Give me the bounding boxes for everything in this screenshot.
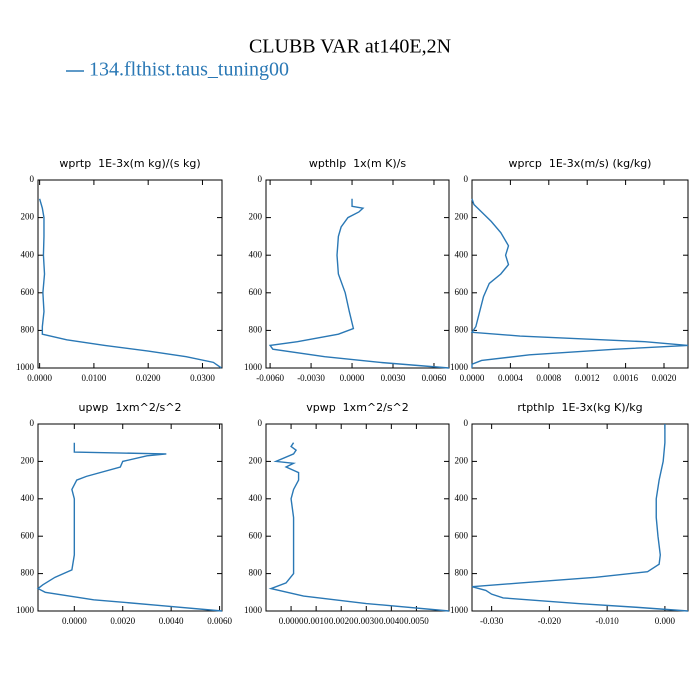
y-tick-label: 0 [258,418,263,428]
x-tick-label: -0.0030 [297,373,325,383]
profile-line [470,198,689,368]
plot-frame [37,179,223,369]
x-tick-label: 0.0060 [207,616,232,626]
x-tick-label: 0.0000 [27,373,52,383]
x-tick-label: 0.0020 [652,373,677,383]
x-tick-label: 0.0020 [110,616,135,626]
y-tick-label: 800 [249,324,263,334]
panel-title: rtpthlp 1E-3x(kg K)/kg [517,401,642,414]
legend-label: 134.flthist.taus_tuning00 [89,59,289,81]
y-tick-label: 400 [249,249,263,259]
y-tick-label: 0 [30,418,35,428]
x-tick-label: -0.010 [596,616,620,626]
y-tick-label: 200 [455,455,469,465]
y-tick-label: 1000 [16,362,35,372]
figure-title: CLUBB VAR at140E,2N [249,36,451,58]
y-tick-label: 200 [455,212,469,222]
profile-line [268,198,450,369]
x-tick-label: 0.0004 [498,373,523,383]
y-tick-label: 0 [258,174,263,184]
profile-line [471,424,689,612]
y-tick-label: 600 [249,287,263,297]
y-tick-label: 600 [455,287,469,297]
plot-frame [471,423,689,612]
y-tick-label: 800 [249,568,263,578]
x-tick-label: 0.0040 [159,616,184,626]
y-tick-label: 200 [21,455,35,465]
y-tick-label: 200 [249,212,263,222]
x-tick-label: 0.0008 [536,373,561,383]
y-tick-label: 400 [249,493,263,503]
x-tick-label: 0.000 [655,616,676,626]
y-tick-label: 1000 [244,362,263,372]
plot-frame [37,423,223,612]
y-tick-label: 800 [455,568,469,578]
x-tick-label: 0.0040 [379,616,404,626]
y-tick-label: 800 [21,568,35,578]
x-tick-label: -0.0060 [256,373,284,383]
y-tick-label: 600 [455,530,469,540]
profile-line [36,442,223,612]
panel-title: wprcp 1E-3x(m/s) (kg/kg) [509,157,652,170]
x-tick-label: 0.0000 [340,373,365,383]
x-tick-label: 0.0030 [354,616,379,626]
y-tick-label: 400 [455,493,469,503]
panel-title: wprtp 1E-3x(m kg)/(s kg) [59,157,200,170]
x-tick-label: 0.0010 [304,616,329,626]
panel-title: vpwp 1xm^2/s^2 [306,401,409,414]
panel-title: wpthlp 1x(m K)/s [309,157,407,170]
x-tick-label: 0.0000 [279,616,304,626]
y-tick-label: 400 [21,493,35,503]
plot-frame [265,423,450,612]
y-tick-label: 600 [21,530,35,540]
y-tick-label: 600 [21,287,35,297]
x-tick-label: 0.0060 [422,373,447,383]
y-tick-label: 600 [249,530,263,540]
x-tick-label: -0.020 [538,616,562,626]
y-tick-label: 1000 [450,605,469,615]
panel-title: upwp 1xm^2/s^2 [78,401,181,414]
y-tick-label: 400 [455,249,469,259]
y-tick-label: 1000 [244,605,263,615]
y-tick-label: 0 [464,418,469,428]
x-tick-label: 0.0000 [62,616,87,626]
y-tick-label: 0 [30,174,35,184]
y-tick-label: 400 [21,249,35,259]
x-tick-label: 0.0100 [82,373,107,383]
y-tick-label: 800 [455,324,469,334]
y-tick-label: 200 [21,212,35,222]
y-tick-label: 800 [21,324,35,334]
x-tick-label: 0.0016 [613,373,638,383]
x-tick-label: 0.0050 [404,616,429,626]
y-tick-label: 1000 [16,605,35,615]
plot-frame [265,179,450,369]
y-tick-label: 0 [464,174,469,184]
y-tick-label: 200 [249,455,263,465]
plot-frame [471,179,689,369]
x-tick-label: 0.0012 [575,373,600,383]
x-tick-label: 0.0000 [460,373,485,383]
x-tick-label: -0.030 [480,616,504,626]
profile-line [38,198,222,369]
x-tick-label: 0.0020 [329,616,354,626]
x-tick-label: 0.0200 [136,373,161,383]
y-tick-label: 1000 [450,362,469,372]
x-tick-label: 0.0300 [190,373,215,383]
x-tick-label: 0.0030 [381,373,406,383]
profile-line [268,442,450,612]
